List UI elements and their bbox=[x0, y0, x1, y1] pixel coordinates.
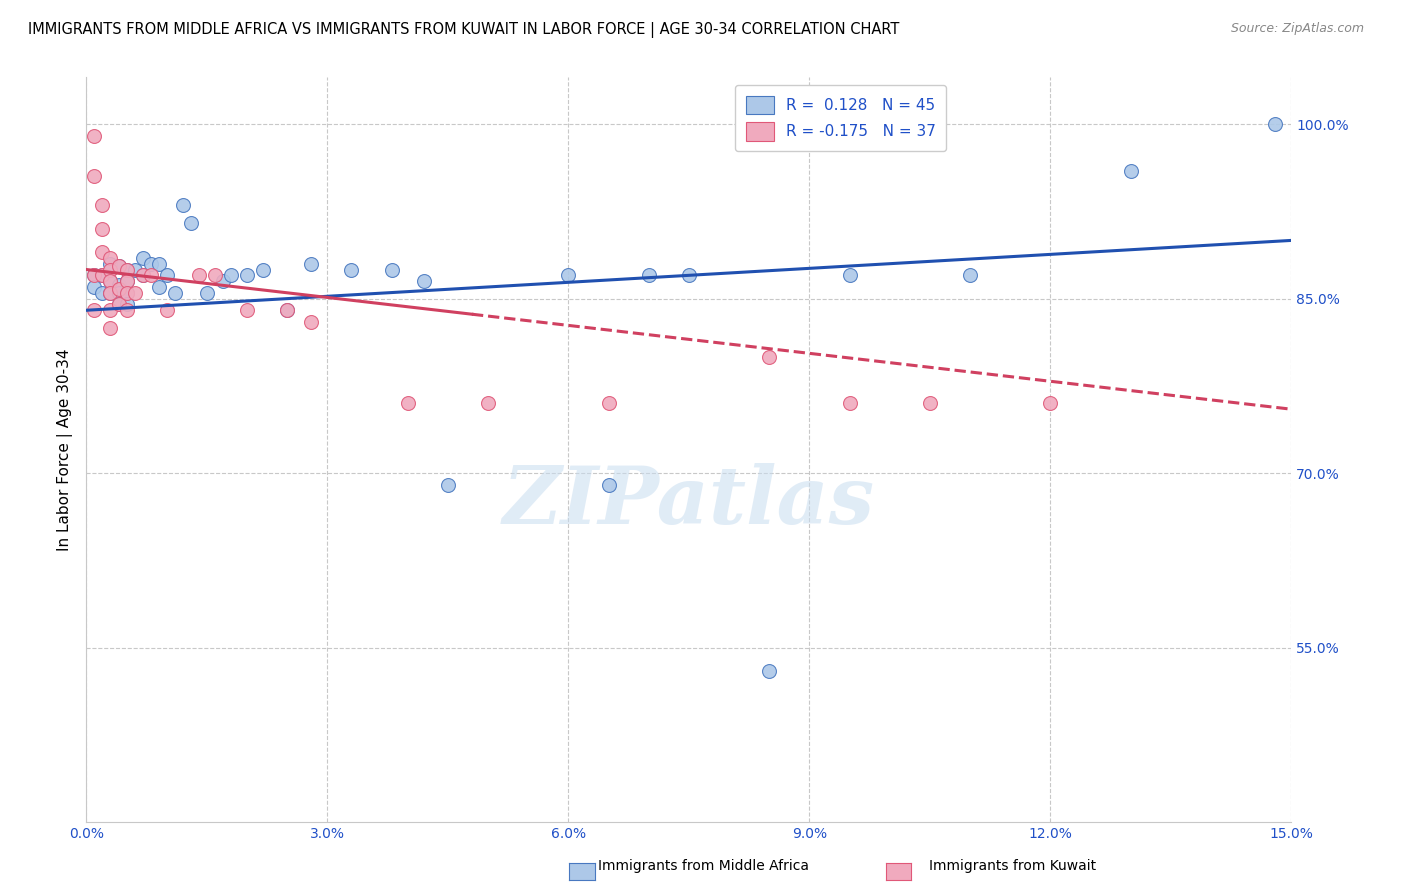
Point bbox=[91, 198, 114, 212]
Point bbox=[124, 285, 146, 300]
Point bbox=[1119, 163, 1142, 178]
Point bbox=[598, 478, 620, 492]
Point bbox=[100, 251, 122, 265]
Point bbox=[124, 262, 146, 277]
Point bbox=[107, 259, 129, 273]
Point bbox=[437, 478, 460, 492]
Point bbox=[91, 285, 114, 300]
Point bbox=[115, 285, 138, 300]
Point bbox=[163, 285, 186, 300]
Point bbox=[115, 297, 138, 311]
Point bbox=[678, 268, 700, 283]
Point bbox=[91, 245, 114, 260]
Point bbox=[100, 262, 122, 277]
Point bbox=[172, 198, 194, 212]
Point bbox=[91, 221, 114, 235]
Point bbox=[252, 262, 274, 277]
Legend: R =  0.128   N = 45, R = -0.175   N = 37: R = 0.128 N = 45, R = -0.175 N = 37 bbox=[735, 85, 946, 152]
Point bbox=[381, 262, 404, 277]
Point bbox=[1039, 396, 1062, 410]
Point bbox=[212, 274, 235, 288]
Text: Immigrants from Middle Africa: Immigrants from Middle Africa bbox=[598, 859, 808, 872]
Point bbox=[131, 268, 153, 283]
Point bbox=[107, 282, 129, 296]
Point bbox=[107, 297, 129, 311]
Point bbox=[412, 274, 434, 288]
Point bbox=[758, 350, 780, 364]
Point bbox=[195, 285, 218, 300]
Point bbox=[299, 315, 322, 329]
Point bbox=[131, 268, 153, 283]
Point bbox=[557, 268, 579, 283]
Point bbox=[276, 303, 298, 318]
Point bbox=[276, 303, 298, 318]
Point bbox=[148, 257, 170, 271]
Point bbox=[115, 262, 138, 277]
Point bbox=[100, 303, 122, 318]
Point bbox=[838, 268, 860, 283]
Point bbox=[299, 257, 322, 271]
Point bbox=[100, 285, 122, 300]
Point bbox=[187, 268, 209, 283]
Point bbox=[236, 303, 259, 318]
Point bbox=[139, 268, 162, 283]
Point bbox=[107, 277, 129, 292]
Point bbox=[148, 280, 170, 294]
Point bbox=[100, 285, 122, 300]
Point bbox=[758, 664, 780, 678]
Point bbox=[131, 251, 153, 265]
Y-axis label: In Labor Force | Age 30-34: In Labor Force | Age 30-34 bbox=[58, 349, 73, 551]
Point bbox=[115, 274, 138, 288]
Point bbox=[107, 297, 129, 311]
Point bbox=[204, 268, 226, 283]
Point bbox=[115, 303, 138, 318]
Point bbox=[107, 285, 129, 300]
Point bbox=[219, 268, 242, 283]
Point bbox=[396, 396, 419, 410]
Text: Immigrants from Kuwait: Immigrants from Kuwait bbox=[929, 859, 1095, 872]
Point bbox=[100, 274, 122, 288]
Point bbox=[83, 169, 105, 184]
Point bbox=[918, 396, 941, 410]
Text: IMMIGRANTS FROM MIDDLE AFRICA VS IMMIGRANTS FROM KUWAIT IN LABOR FORCE | AGE 30-: IMMIGRANTS FROM MIDDLE AFRICA VS IMMIGRA… bbox=[28, 22, 900, 38]
Point bbox=[115, 274, 138, 288]
Point bbox=[959, 268, 981, 283]
Point bbox=[100, 320, 122, 334]
Point bbox=[139, 257, 162, 271]
Point bbox=[1264, 117, 1286, 131]
Point bbox=[637, 268, 659, 283]
Point bbox=[180, 216, 202, 230]
Point bbox=[477, 396, 499, 410]
Point bbox=[156, 303, 179, 318]
Point bbox=[838, 396, 860, 410]
Point bbox=[83, 128, 105, 143]
Point bbox=[83, 268, 105, 283]
Point bbox=[91, 268, 114, 283]
Point bbox=[236, 268, 259, 283]
Text: Source: ZipAtlas.com: Source: ZipAtlas.com bbox=[1230, 22, 1364, 36]
Point bbox=[83, 303, 105, 318]
Text: ZIPatlas: ZIPatlas bbox=[503, 463, 875, 541]
Point bbox=[115, 262, 138, 277]
Point bbox=[100, 257, 122, 271]
Point bbox=[340, 262, 363, 277]
Point bbox=[107, 259, 129, 273]
Point bbox=[83, 280, 105, 294]
Point bbox=[91, 268, 114, 283]
Point bbox=[598, 396, 620, 410]
Point bbox=[100, 274, 122, 288]
Point bbox=[83, 268, 105, 283]
Point bbox=[115, 285, 138, 300]
Point bbox=[156, 268, 179, 283]
